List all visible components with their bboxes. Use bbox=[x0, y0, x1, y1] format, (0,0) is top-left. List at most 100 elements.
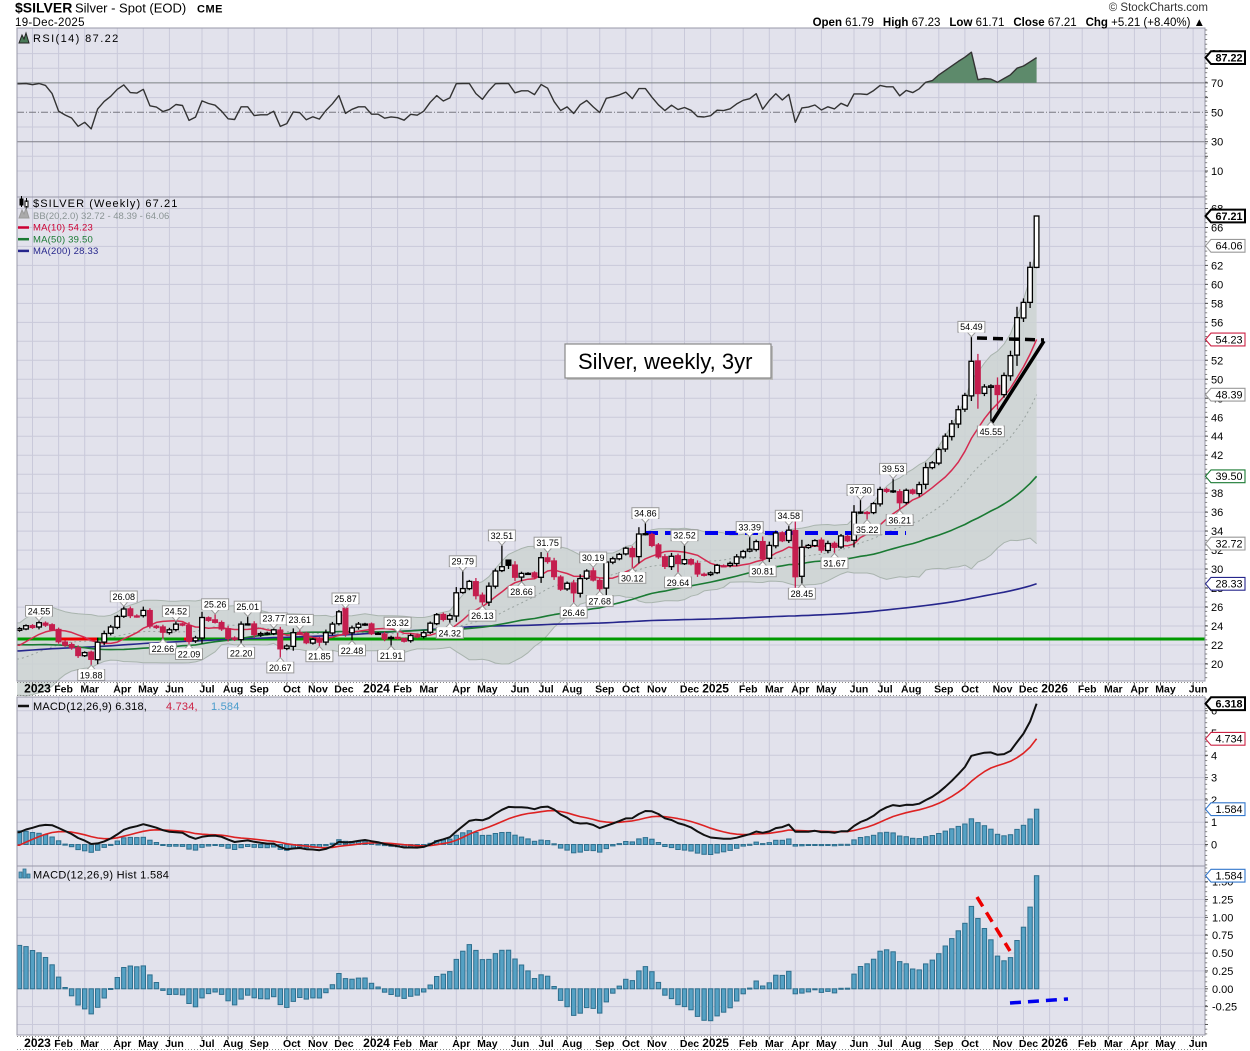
svg-text:70: 70 bbox=[1211, 78, 1223, 90]
svg-text:23.61: 23.61 bbox=[289, 615, 312, 625]
svg-text:4.734,: 4.734, bbox=[166, 701, 198, 713]
svg-text:Oct: Oct bbox=[283, 684, 301, 696]
svg-text:1.00: 1.00 bbox=[1212, 912, 1233, 924]
svg-text:Mar: Mar bbox=[765, 684, 784, 696]
svg-text:Dec: Dec bbox=[680, 1038, 699, 1050]
svg-text:36.21: 36.21 bbox=[888, 516, 911, 526]
svg-text:60: 60 bbox=[1211, 279, 1223, 291]
svg-text:1.584: 1.584 bbox=[1215, 804, 1242, 816]
svg-text:30.12: 30.12 bbox=[621, 573, 644, 583]
svg-text:1.584: 1.584 bbox=[1215, 871, 1242, 883]
svg-text:MA(200) 28.33: MA(200) 28.33 bbox=[33, 246, 98, 257]
svg-text:Oct: Oct bbox=[283, 1038, 301, 1050]
svg-text:38: 38 bbox=[1211, 488, 1223, 500]
svg-text:30.81: 30.81 bbox=[751, 567, 774, 577]
svg-text:44: 44 bbox=[1211, 431, 1223, 443]
svg-text:RSI(14) 87.22: RSI(14) 87.22 bbox=[33, 33, 120, 45]
svg-text:0: 0 bbox=[1211, 840, 1217, 852]
svg-text:Mar: Mar bbox=[1104, 684, 1123, 696]
svg-text:22.20: 22.20 bbox=[230, 648, 253, 658]
svg-text:0.50: 0.50 bbox=[1212, 948, 1233, 960]
svg-text:Nov: Nov bbox=[993, 1038, 1013, 1050]
svg-text:Apr: Apr bbox=[452, 684, 470, 696]
svg-text:Aug: Aug bbox=[901, 684, 921, 696]
svg-text:Jun: Jun bbox=[850, 1038, 869, 1050]
svg-text:2026: 2026 bbox=[1041, 1036, 1068, 1050]
svg-text:MACD(12,26,9) Hist 1.584: MACD(12,26,9) Hist 1.584 bbox=[33, 870, 169, 882]
svg-text:22: 22 bbox=[1211, 640, 1223, 652]
svg-text:MA(10) 54.23: MA(10) 54.23 bbox=[33, 223, 93, 234]
svg-text:Feb: Feb bbox=[54, 684, 73, 696]
svg-text:45.55: 45.55 bbox=[980, 427, 1003, 437]
svg-text:Nov: Nov bbox=[308, 684, 328, 696]
svg-text:Dec: Dec bbox=[1019, 684, 1038, 696]
svg-text:Open 61.79 High 67.23 Low 61: Open 61.79 High 67.23 Low 61.71 Close 67… bbox=[813, 17, 1205, 29]
svg-text:May: May bbox=[816, 684, 837, 696]
svg-text:54.23: 54.23 bbox=[1215, 334, 1242, 346]
svg-text:Silver - Spot (EOD): Silver - Spot (EOD) bbox=[75, 1, 186, 16]
svg-text:Jun: Jun bbox=[165, 684, 184, 696]
svg-text:46: 46 bbox=[1211, 412, 1223, 424]
svg-text:Apr: Apr bbox=[452, 1038, 470, 1050]
svg-text:4.734: 4.734 bbox=[1215, 734, 1242, 746]
svg-text:24.32: 24.32 bbox=[439, 628, 462, 638]
svg-text:42: 42 bbox=[1211, 450, 1223, 462]
svg-text:25.87: 25.87 bbox=[334, 594, 357, 604]
svg-text:-0.25: -0.25 bbox=[1212, 1002, 1237, 1014]
svg-text:54.49: 54.49 bbox=[960, 322, 983, 332]
svg-text:25.01: 25.01 bbox=[236, 602, 259, 612]
svg-text:1.584: 1.584 bbox=[211, 701, 240, 713]
svg-text:30: 30 bbox=[1211, 137, 1223, 149]
svg-text:25.26: 25.26 bbox=[204, 600, 227, 610]
svg-text:10: 10 bbox=[1211, 166, 1223, 178]
svg-text:Dec: Dec bbox=[680, 684, 699, 696]
svg-text:32.51: 32.51 bbox=[491, 531, 514, 541]
svg-text:Jun: Jun bbox=[511, 684, 530, 696]
svg-text:26.13: 26.13 bbox=[471, 611, 494, 621]
svg-text:30: 30 bbox=[1211, 564, 1223, 576]
svg-text:26: 26 bbox=[1211, 602, 1223, 614]
svg-text:36: 36 bbox=[1211, 507, 1223, 519]
svg-text:29.79: 29.79 bbox=[452, 557, 475, 567]
svg-text:May: May bbox=[477, 1038, 498, 1050]
svg-text:28.33: 28.33 bbox=[1215, 579, 1242, 591]
svg-text:Apr: Apr bbox=[113, 1038, 131, 1050]
svg-text:Feb: Feb bbox=[54, 1038, 73, 1050]
svg-text:64.06: 64.06 bbox=[1215, 241, 1242, 253]
svg-text:31.75: 31.75 bbox=[536, 538, 559, 548]
svg-text:20: 20 bbox=[1211, 659, 1223, 671]
svg-text:24.55: 24.55 bbox=[28, 606, 51, 616]
svg-text:66: 66 bbox=[1211, 223, 1223, 235]
svg-text:Oct: Oct bbox=[961, 684, 979, 696]
svg-text:May: May bbox=[138, 1038, 159, 1050]
svg-text:Sep: Sep bbox=[250, 684, 269, 696]
svg-text:Jun: Jun bbox=[1189, 684, 1208, 696]
svg-text:26.46: 26.46 bbox=[562, 608, 585, 618]
svg-text:34.86: 34.86 bbox=[634, 509, 657, 519]
svg-text:0.25: 0.25 bbox=[1212, 966, 1233, 978]
svg-text:May: May bbox=[1155, 684, 1176, 696]
svg-text:Sep: Sep bbox=[595, 1038, 614, 1050]
svg-text:6.318: 6.318 bbox=[1215, 699, 1242, 711]
svg-text:Mar: Mar bbox=[765, 1038, 784, 1050]
svg-text:Apr: Apr bbox=[113, 684, 131, 696]
svg-text:21.85: 21.85 bbox=[308, 652, 331, 662]
svg-text:22.09: 22.09 bbox=[178, 650, 201, 660]
svg-text:28.66: 28.66 bbox=[510, 587, 533, 597]
svg-text:2025: 2025 bbox=[702, 682, 729, 696]
svg-text:31.67: 31.67 bbox=[823, 559, 846, 569]
svg-text:May: May bbox=[138, 684, 159, 696]
svg-text:Oct: Oct bbox=[622, 1038, 640, 1050]
svg-text:Sep: Sep bbox=[250, 1038, 269, 1050]
svg-text:CME: CME bbox=[197, 4, 223, 16]
svg-text:28.45: 28.45 bbox=[791, 589, 814, 599]
svg-text:4: 4 bbox=[1211, 750, 1217, 762]
svg-text:22.48: 22.48 bbox=[341, 646, 364, 656]
svg-text:Feb: Feb bbox=[1078, 1038, 1097, 1050]
svg-text:24.52: 24.52 bbox=[165, 607, 188, 617]
svg-text:23.32: 23.32 bbox=[386, 618, 409, 628]
svg-text:Mar: Mar bbox=[80, 684, 99, 696]
svg-text:33.39: 33.39 bbox=[738, 522, 761, 532]
svg-text:Jul: Jul bbox=[199, 684, 214, 696]
svg-text:MA(50) 39.50: MA(50) 39.50 bbox=[33, 234, 93, 245]
